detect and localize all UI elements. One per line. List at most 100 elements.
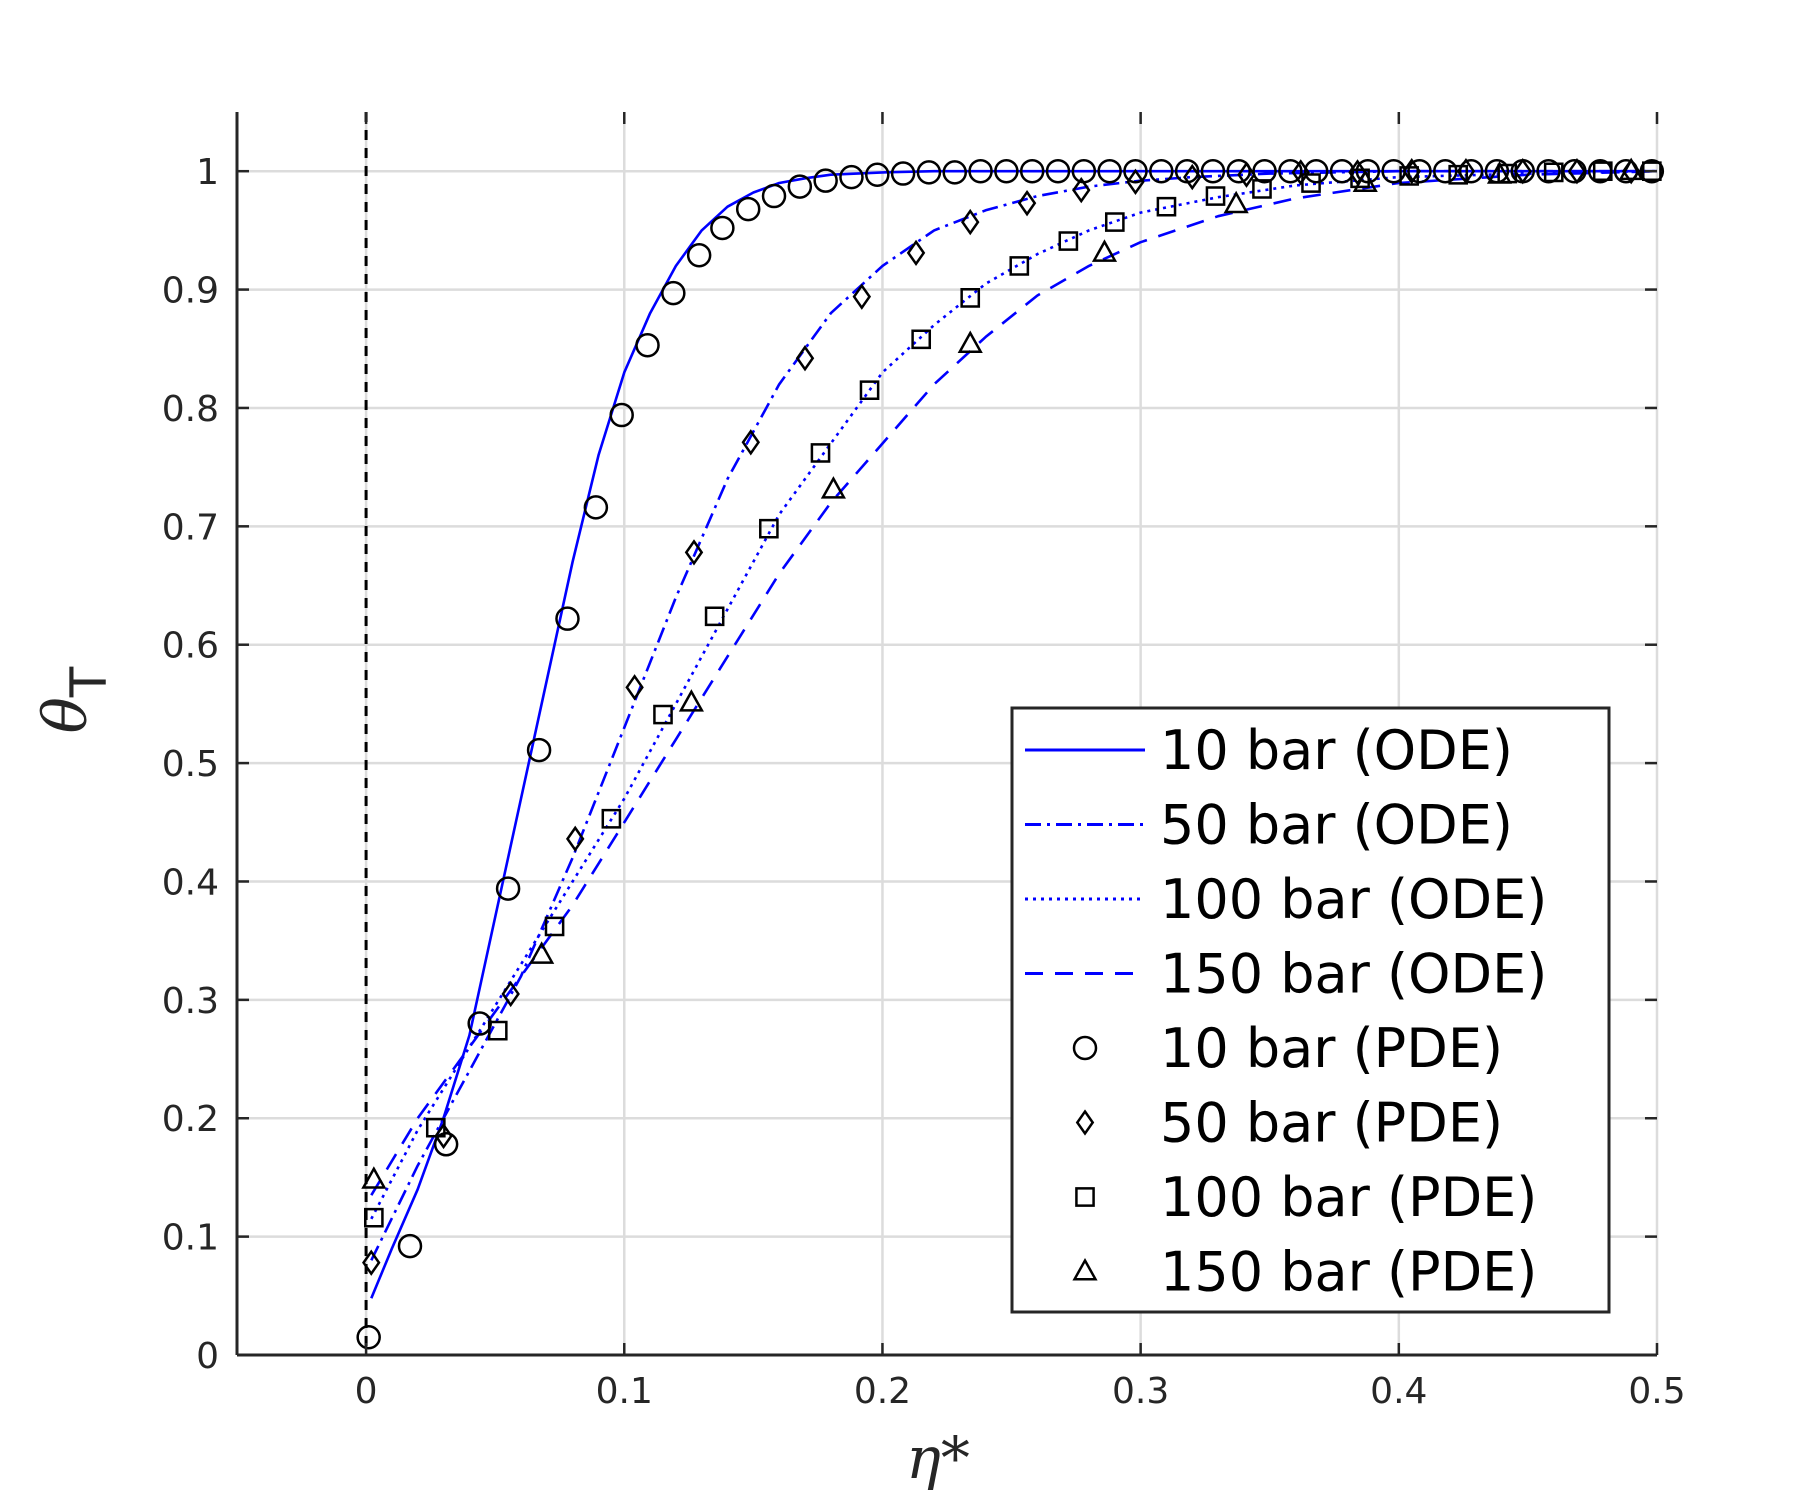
data-point-circle xyxy=(1639,158,1665,184)
data-point-circle xyxy=(787,174,813,199)
legend-label: 100 bar (PDE) xyxy=(1160,1166,1537,1229)
data-point-diamond xyxy=(1567,158,1587,185)
data-point-circle xyxy=(609,402,634,428)
y-tick-label: 0.4 xyxy=(162,862,219,903)
data-point-square xyxy=(1009,256,1030,276)
legend-label: 50 bar (PDE) xyxy=(1160,1092,1503,1155)
legend-label: 150 bar (PDE) xyxy=(1160,1241,1537,1304)
legend-entry-50-bar-ode: 50 bar (ODE) xyxy=(1025,794,1513,857)
data-point-circle xyxy=(890,161,916,186)
data-point-diamond xyxy=(906,239,926,267)
data-point-diamond xyxy=(501,980,520,1008)
data-point-circle xyxy=(1019,158,1045,184)
x-tick-label: 0 xyxy=(355,1371,378,1412)
data-point-circle xyxy=(686,242,712,268)
data-point-square xyxy=(704,606,725,627)
x-tick-label: 0.4 xyxy=(1370,1371,1427,1412)
legend-swatch-triangle xyxy=(1072,1257,1098,1281)
data-point-square xyxy=(1104,212,1125,232)
data-point-circle xyxy=(433,1132,459,1157)
legend-swatch-circle xyxy=(1072,1035,1098,1061)
legend-entry-100-bar-ode: 100 bar (ODE) xyxy=(1025,868,1547,931)
series-markers-50-bar-pde xyxy=(362,158,1641,1276)
data-point-circle xyxy=(467,1011,492,1036)
series-markers-100-bar-pde xyxy=(364,161,1662,1228)
data-point-diamond xyxy=(1237,161,1256,188)
y-tick-label: 0 xyxy=(196,1336,219,1377)
legend-swatch-square xyxy=(1075,1187,1095,1207)
series-line-10-bar-ode xyxy=(370,169,1657,1299)
legend-swatch-diamond xyxy=(1075,1109,1095,1136)
data-point-circle xyxy=(526,737,552,763)
y-tick-label: 0.8 xyxy=(162,389,219,430)
data-point-circle xyxy=(1433,158,1458,184)
x-tick-label: 0.5 xyxy=(1628,1371,1685,1412)
y-tick-label: 0.6 xyxy=(162,626,219,667)
data-point-circle xyxy=(839,164,864,190)
data-point-diamond xyxy=(961,208,980,236)
series-line-100-bar-ode xyxy=(370,169,1658,1220)
data-point-circle xyxy=(1329,158,1355,184)
axes xyxy=(235,112,1657,1357)
x-axis-title: η* xyxy=(906,1424,970,1492)
data-point-circle xyxy=(1123,158,1148,184)
data-point-square xyxy=(1156,196,1177,217)
y-tick-label: 0.2 xyxy=(162,1099,219,1140)
data-point-triangle xyxy=(1352,169,1378,192)
data-point-circle xyxy=(813,168,838,193)
legend-entry-100-bar-pde: 100 bar (PDE) xyxy=(1075,1166,1537,1229)
data-point-diamond xyxy=(434,1122,453,1150)
legend: 10 bar (ODE) 50 bar (ODE) 100 bar (ODE) 150… xyxy=(1010,706,1611,1314)
data-point-diamond xyxy=(684,539,704,566)
data-point-circle xyxy=(1458,158,1484,184)
ticks: 0 0.1 0.2 0.3 0.4 0.5 0 0.1 0.2 0.3 0.4 0.5 0.6 0.7 0.… xyxy=(162,112,1686,1412)
y-tick-label: 1 xyxy=(196,152,219,193)
x-tick-label: 0.1 xyxy=(596,1371,653,1412)
data-point-square xyxy=(1058,231,1079,251)
data-point-diamond xyxy=(1072,176,1091,204)
series-markers xyxy=(356,157,1665,1350)
data-point-circle xyxy=(1278,158,1303,184)
series-line-150-bar-ode xyxy=(370,169,1658,1196)
legend-entry-10-bar-ode: 10 bar (ODE) xyxy=(1025,719,1513,782)
data-point-circle xyxy=(356,1324,381,1350)
data-point-square xyxy=(960,288,981,308)
data-point-square xyxy=(810,443,831,463)
data-point-diamond xyxy=(1017,189,1037,217)
data-point-circle xyxy=(1252,158,1277,184)
data-point-square xyxy=(859,380,880,401)
y-tick-label: 0.9 xyxy=(162,271,219,312)
data-point-square xyxy=(1301,173,1321,193)
data-point-square xyxy=(544,916,565,937)
data-point-triangle xyxy=(529,941,555,964)
data-point-square xyxy=(759,518,779,539)
data-point-square xyxy=(911,329,932,350)
legend-box xyxy=(1010,706,1611,1314)
data-point-diamond xyxy=(1126,168,1145,196)
x-tick-label: 0.3 xyxy=(1112,1371,1169,1412)
legend-entry-150-bar-ode: 150 bar (ODE) xyxy=(1025,943,1547,1006)
data-point-circle xyxy=(735,196,761,222)
data-point-triangle xyxy=(1223,190,1249,214)
legend-label: 50 bar (ODE) xyxy=(1160,794,1513,857)
y-tick-label: 0.7 xyxy=(162,507,219,548)
data-point-circle xyxy=(1226,158,1251,184)
data-point-square xyxy=(1252,179,1272,199)
legend-entry-150-bar-pde: 150 bar (PDE) xyxy=(1072,1241,1537,1304)
data-point-diamond xyxy=(565,825,585,853)
data-point-square xyxy=(1497,163,1518,184)
y-tick-label: 0.3 xyxy=(162,981,219,1022)
data-point-diamond xyxy=(852,283,872,310)
data-point-circle xyxy=(583,495,609,520)
data-point-diamond xyxy=(1513,158,1532,185)
legend-label: 10 bar (PDE) xyxy=(1160,1017,1503,1080)
data-point-triangle xyxy=(1618,157,1644,181)
data-point-circle xyxy=(761,183,787,209)
y-axis-title-subscript: T xyxy=(60,666,118,698)
data-point-diamond xyxy=(362,1249,381,1276)
data-point-square xyxy=(364,1207,384,1228)
data-point-triangle xyxy=(1091,239,1118,262)
series-markers-150-bar-pde xyxy=(361,157,1644,1189)
data-point-circle xyxy=(710,215,735,241)
legend-entry-10-bar-pde: 10 bar (PDE) xyxy=(1072,1017,1503,1080)
